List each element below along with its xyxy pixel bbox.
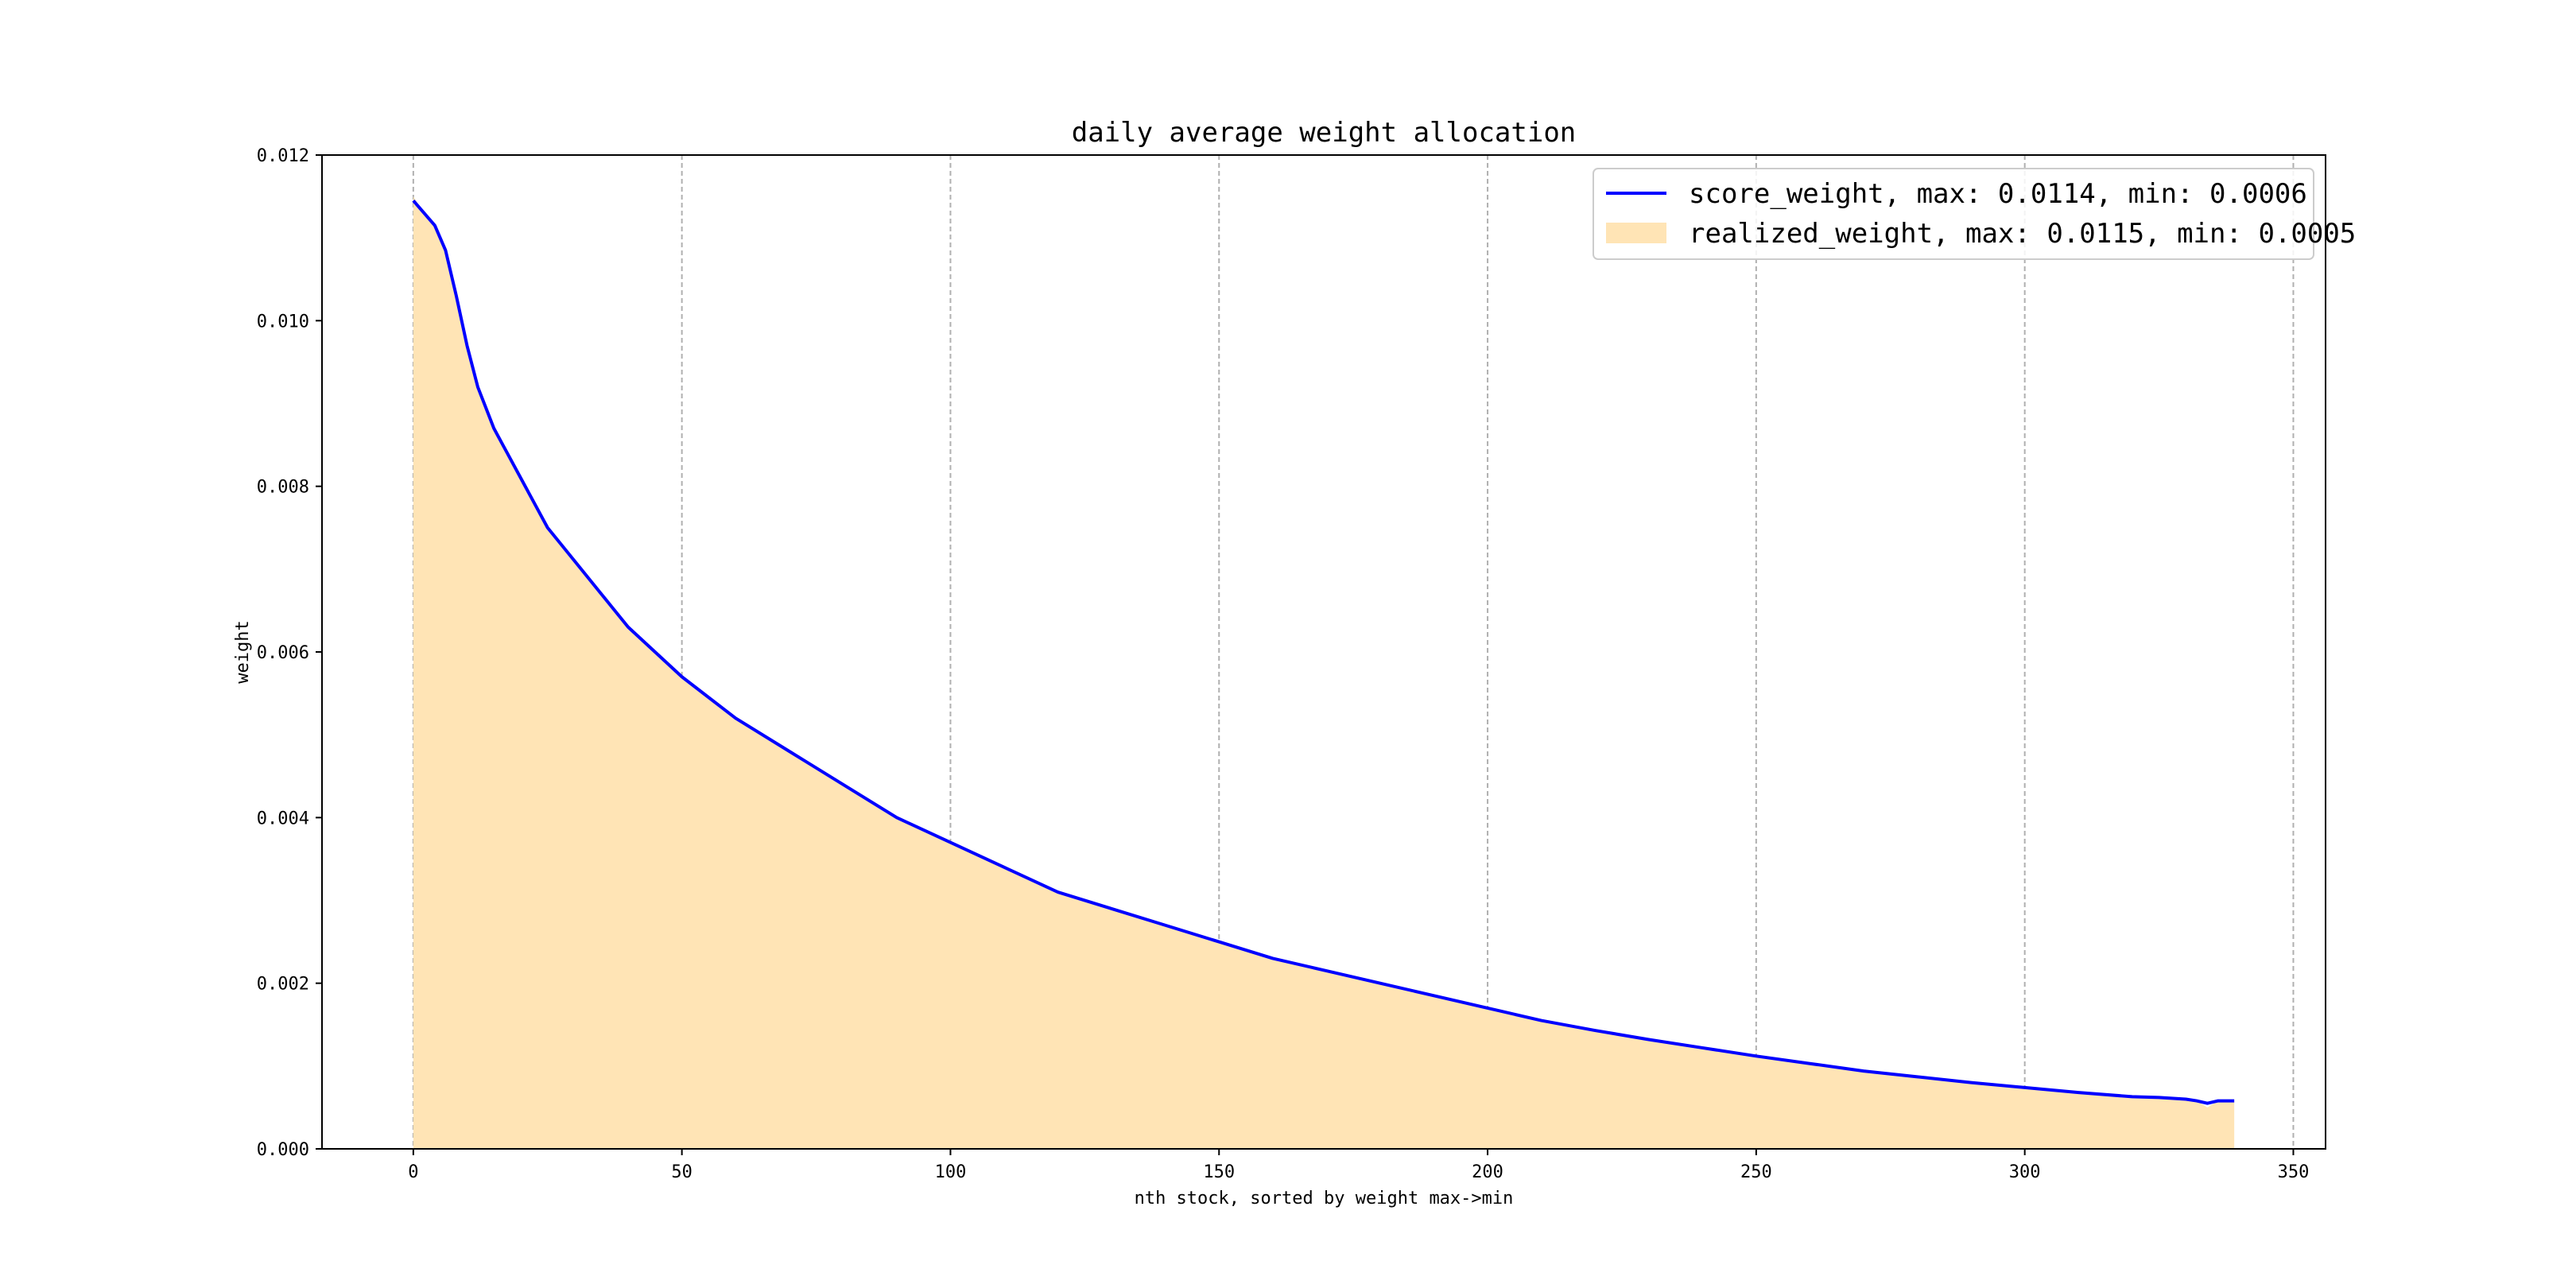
line-layer: [412, 199, 2235, 1105]
x-axis-label: nth stock, sorted by weight max->min: [1135, 1189, 1514, 1208]
y-tick-label: 0.004: [257, 809, 309, 828]
legend-area-swatch: [1606, 223, 1666, 243]
legend-box: [1593, 168, 2314, 260]
x-axis: 0 50 100 150 200 250 300 350: [408, 1149, 2309, 1182]
x-tick-label: 0: [408, 1162, 418, 1182]
legend-label-score-weight: score_weight, max: 0.0114, min: 0.0006: [1689, 178, 2307, 210]
x-tick-label: 350: [2278, 1162, 2310, 1182]
x-tick-label: 100: [935, 1162, 967, 1182]
area-layer: [413, 196, 2235, 1149]
x-tick-label: 50: [671, 1162, 692, 1182]
y-tick-label: 0.006: [257, 643, 309, 663]
x-tick-label: 200: [1472, 1162, 1503, 1182]
legend: score_weight, max: 0.0114, min: 0.0006 r…: [1593, 168, 2356, 260]
y-axis: 0.000 0.002 0.004 0.006 0.008 0.010 0.012: [257, 146, 322, 1160]
chart-title: daily average weight allocation: [1072, 117, 1577, 149]
y-tick-label: 0.010: [257, 312, 309, 332]
x-tick-label: 150: [1203, 1162, 1235, 1182]
realized-weight-area: [413, 196, 2235, 1149]
x-tick-label: 300: [2009, 1162, 2041, 1182]
score-weight-line: [412, 199, 2235, 1105]
y-tick-label: 0.012: [257, 146, 309, 166]
y-tick-label: 0.008: [257, 478, 309, 498]
x-tick-label: 250: [1740, 1162, 1772, 1182]
legend-label-realized-weight: realized_weight, max: 0.0115, min: 0.000…: [1689, 218, 2356, 250]
y-tick-label: 0.002: [257, 975, 309, 995]
y-tick-label: 0.000: [257, 1140, 309, 1160]
y-axis-label: weight: [233, 620, 253, 683]
